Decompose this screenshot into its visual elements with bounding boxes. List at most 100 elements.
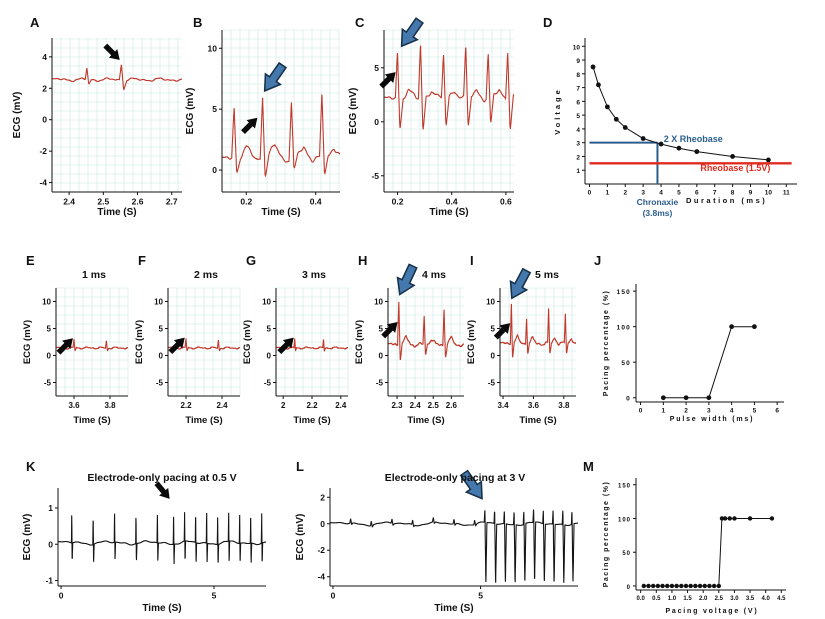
panel-letter: A: [30, 15, 40, 30]
panel-letter: D: [543, 15, 552, 30]
x-tick-label: 10: [765, 190, 773, 197]
data-point: [716, 583, 722, 589]
panel-title: 3 ms: [302, 269, 326, 281]
y-tick-label: 0: [47, 352, 52, 361]
y-tick-label: 4: [576, 127, 580, 134]
x-tick-label: 3.6: [68, 401, 80, 410]
ecg-trace: [276, 338, 348, 352]
ecg-trace: [500, 303, 576, 358]
data-point: [732, 516, 737, 521]
panel-c: 0.2 0.4 0.6 -5 0 5 C Time (S) ECG (mV): [348, 15, 514, 218]
black-arrow-icon: [103, 43, 120, 60]
x-tick-label: 5: [753, 408, 757, 415]
x-tick-label: 0.4: [446, 197, 458, 207]
x-tick-label: 0.2: [240, 197, 252, 207]
y-tick-label: 0: [374, 117, 379, 127]
x-tick-label: 2.2: [180, 401, 192, 410]
data-point: [622, 125, 628, 130]
panel-g: 2 2.2 2.4 -5 0 5 10 G 3 ms Time (S) ECG (mV): [242, 253, 349, 426]
panel-i: 3.4 3.6 3.8 -5 0 5 10 I 5 ms Time (S) ECG (mV): [466, 253, 576, 426]
data-point: [693, 583, 698, 589]
ecg-trace: [384, 45, 514, 130]
x-tick-label: 2.7: [166, 197, 178, 207]
annotation-label: Rheobase (1.5V): [700, 163, 770, 173]
panel-letter: H: [358, 253, 367, 268]
x-tick-label: 2.4: [410, 401, 422, 410]
y-tick-label: 0: [320, 519, 325, 529]
y-tick-label: 6: [576, 99, 580, 106]
data-point: [679, 583, 684, 589]
x-tick-label: 3.8: [104, 401, 116, 410]
ecg-trace: [56, 338, 128, 352]
panel-title: 1 ms: [82, 269, 106, 281]
x-axis-label: Time (S): [293, 415, 330, 426]
panel-j: 0 1 2 3 4 5 6 0 50 100 150 J Pulse width (ms) Pacing …: [594, 253, 784, 423]
data-point: [660, 395, 666, 401]
y-tick-label: 5: [379, 325, 384, 334]
data-point: [711, 583, 717, 589]
x-axis-label: Time (S): [407, 415, 444, 426]
data-point: [604, 104, 610, 110]
x-tick-label: 4.5: [777, 596, 786, 602]
x-tick-label: 1: [662, 408, 666, 415]
y-tick-label: 5: [267, 325, 272, 334]
y-tick-label: 0: [627, 585, 631, 591]
y-tick-label: 0: [159, 352, 164, 361]
panel-letter: E: [26, 253, 35, 268]
panel-title: Electrode-only pacing at 3 V: [385, 472, 526, 484]
y-tick-label: 10: [208, 43, 218, 53]
data-point: [674, 583, 679, 589]
x-axis-label: Time (S): [97, 207, 136, 218]
data-point: [752, 324, 757, 330]
y-axis-label: ECG (mV): [242, 320, 253, 364]
y-axis-label: ECG (mV): [12, 92, 23, 139]
y-axis-label: Voltage: [553, 87, 562, 135]
panel-k: 0 5 -1 0 1 K Electrode-only pacing at 0.5 V Tim…: [22, 459, 266, 614]
black-arrow-icon: [56, 338, 73, 355]
x-axis-label: Time (S): [434, 603, 473, 614]
x-tick-label: 2.5: [715, 596, 724, 602]
x-tick-label: 5: [212, 591, 217, 601]
panel-letter: G: [246, 253, 256, 268]
data-point: [650, 583, 656, 589]
y-tick-label: -5: [371, 171, 379, 181]
y-tick-label: 0: [48, 539, 53, 549]
data-point: [658, 141, 664, 147]
panel-h: 2.3 2.4 2.5 2.6 -5 0 5 10 H 4 ms Time (S) ECG (mV): [354, 253, 464, 426]
y-axis-label: ECG (mV): [466, 320, 477, 364]
ecg-trace: [388, 301, 464, 361]
blue-arrow-icon: [400, 17, 424, 48]
panel-title: Electrode-only pacing at 0.5 V: [87, 472, 236, 484]
ecg-grid: [221, 29, 340, 193]
y-tick-label: 1: [48, 503, 53, 513]
y-axis-label: ECG (mV): [134, 320, 145, 364]
x-tick-label: 9: [749, 190, 753, 197]
x-tick-label: 3.0: [730, 596, 739, 602]
panel-letter: F: [138, 253, 146, 268]
y-tick-label: 8: [576, 72, 580, 79]
data-point: [665, 583, 670, 589]
data-point: [729, 324, 735, 330]
y-tick-label: 3: [576, 141, 580, 148]
x-tick-label: 0.0: [637, 596, 646, 602]
y-tick-label: 0: [267, 352, 272, 361]
x-axis-label: Pacing voltage (V): [665, 608, 758, 615]
data-point: [765, 157, 771, 163]
x-tick-label: 2.2: [306, 401, 318, 410]
y-tick-label: 10: [42, 298, 51, 307]
data-point: [706, 395, 712, 401]
blue-arrow-icon: [396, 263, 418, 296]
y-axis-label: ECG (mV): [354, 320, 365, 364]
x-axis-label: Time (S): [261, 207, 300, 218]
y-tick-label: 100: [617, 325, 631, 332]
panel-letter: M: [583, 459, 594, 474]
data-point: [655, 583, 661, 589]
x-tick-label: 4.0: [762, 596, 771, 602]
x-tick-label: 2.3: [391, 401, 403, 410]
x-tick-label: 2.5: [428, 401, 440, 410]
y-tick-label: -5: [488, 379, 496, 388]
panel-letter: J: [594, 253, 601, 268]
